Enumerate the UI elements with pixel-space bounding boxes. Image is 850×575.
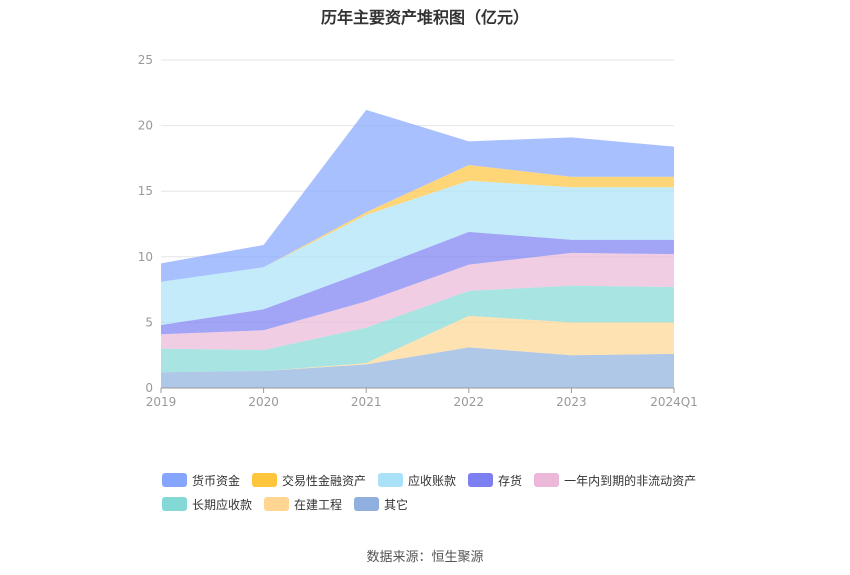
legend-swatch <box>264 497 290 511</box>
x-tick-label-2: 2021 <box>351 395 382 409</box>
legend-label: 交易性金融资产 <box>282 473 367 488</box>
legend-label: 存货 <box>498 473 523 488</box>
area-series-0 <box>161 347 674 388</box>
legend-label: 应收账款 <box>408 473 457 488</box>
legend-label: 其它 <box>384 497 409 512</box>
area-series-2 <box>161 285 674 373</box>
y-tick-label-10: 10 <box>138 250 153 264</box>
stacked-area-chart: 0 5 10 15 20 25 2019 2020 2021 2022 2023 2024Q1 <box>138 53 698 409</box>
legend-item-4[interactable]: 一年内到期的非流动资产 <box>534 472 696 488</box>
area-series-7 <box>161 109 674 282</box>
legend-item-3[interactable]: 存货 <box>468 472 522 488</box>
area-series-5 <box>161 180 674 326</box>
legend-item-6[interactable]: 在建工程 <box>264 496 342 512</box>
legend-swatch <box>162 497 187 511</box>
legend-swatch <box>468 473 494 487</box>
y-tick-label-25: 25 <box>138 53 153 67</box>
legend-item-1[interactable]: 交易性金融资产 <box>252 472 366 488</box>
legend-swatch <box>162 473 187 487</box>
x-tick-label-0: 2019 <box>146 395 177 409</box>
y-tick-label-15: 15 <box>138 184 153 198</box>
y-tick-label-20: 20 <box>138 119 153 133</box>
area-series-1 <box>161 315 674 373</box>
legend-label: 货币资金 <box>192 473 241 488</box>
legend-label: 长期应收款 <box>192 497 253 512</box>
data-source: 数据来源：恒生聚源 <box>366 550 484 565</box>
legend-item-0[interactable]: 货币资金 <box>162 472 240 488</box>
x-tick-label-3: 2022 <box>454 395 485 409</box>
y-tick-label-0: 0 <box>145 381 153 395</box>
legend-swatch <box>354 497 380 511</box>
chart-title: 历年主要资产堆积图（亿元） <box>320 8 529 27</box>
legend-label: 在建工程 <box>294 497 343 512</box>
legend-label: 一年内到期的非流动资产 <box>564 473 697 488</box>
area-series-4 <box>161 231 674 335</box>
legend-item-2[interactable]: 应收账款 <box>378 472 456 488</box>
legend-swatch <box>534 473 560 487</box>
legend-swatch <box>378 473 404 487</box>
area-series-3 <box>161 252 674 350</box>
legend-item-7[interactable]: 其它 <box>354 496 408 512</box>
legend-item-5[interactable]: 长期应收款 <box>162 496 252 512</box>
y-tick-label-5: 5 <box>145 315 153 329</box>
legend-swatch <box>252 473 278 487</box>
x-tick-label-1: 2020 <box>248 395 279 409</box>
x-tick-label-4: 2023 <box>556 395 587 409</box>
chart-legend: 货币资金 交易性金融资产 应收账款 存货 一年内到期的非流动资产长期应收款 在建工程 其它 <box>162 472 722 520</box>
x-tick-label-5: 2024Q1 <box>650 395 698 409</box>
